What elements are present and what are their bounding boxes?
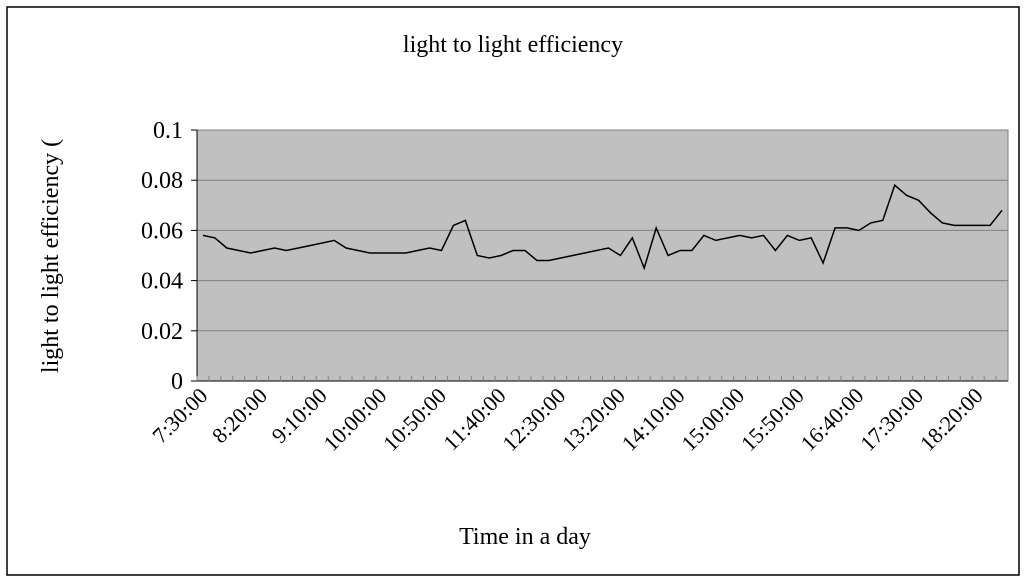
y-tick-label: 0.02: [141, 319, 183, 345]
chart-title: light to light efficiency: [403, 32, 623, 58]
line: [202, 183, 1003, 271]
x-axis-label: Time in a day: [459, 524, 591, 550]
y-axis-label: light to light efficiency (: [38, 139, 64, 373]
y-tick-label: 0.06: [141, 218, 183, 244]
y-tick-label: 0.1: [153, 118, 183, 144]
y-tick-label: 0: [171, 369, 183, 395]
plot-area: [196, 129, 1009, 382]
y-tick-label: 0.08: [141, 168, 183, 194]
y-tick-label: 0.04: [141, 269, 183, 295]
